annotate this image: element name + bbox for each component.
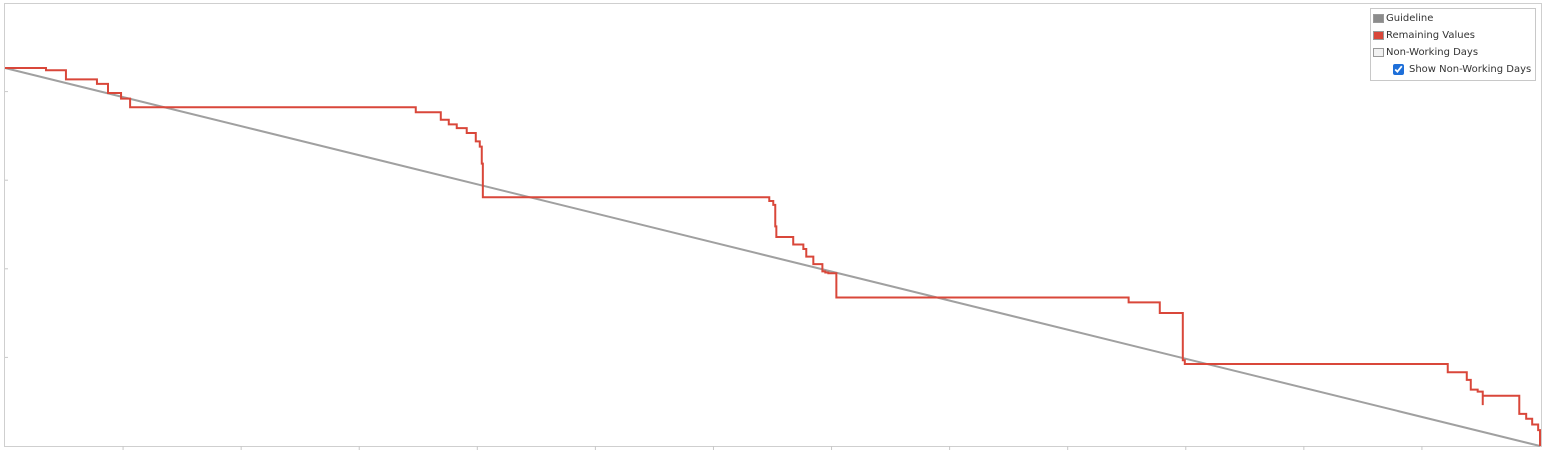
- show-non-working-days-label: Show Non-Working Days: [1409, 64, 1532, 75]
- legend-label-guideline: Guideline: [1386, 13, 1434, 24]
- legend-swatch-non-working-days: [1373, 48, 1384, 57]
- chart-frame: [4, 3, 1542, 447]
- legend-swatch-guideline: [1373, 14, 1384, 23]
- legend-item-guideline[interactable]: Guideline: [1373, 13, 1433, 24]
- series-line-guideline: [4, 67, 1541, 447]
- show-non-working-days-checkbox[interactable]: [1393, 64, 1404, 75]
- legend-label-non-working-days: Non-Working Days: [1386, 47, 1479, 58]
- axis-ticks: [5, 91, 1423, 450]
- legend-item-remaining-values[interactable]: Remaining Values: [1373, 30, 1475, 41]
- legend-item-non-working-days[interactable]: Non-Working Days: [1373, 47, 1478, 58]
- series-line-remaining-values: [5, 67, 1541, 446]
- legend-label-remaining-values: Remaining Values: [1386, 30, 1475, 41]
- chart-legend: Guideline Remaining Values Non-Working D…: [1370, 8, 1536, 81]
- show-non-working-days-toggle[interactable]: Show Non-Working Days: [1393, 64, 1531, 75]
- series-layer: [4, 67, 1541, 447]
- legend-swatch-remaining-values: [1373, 31, 1384, 40]
